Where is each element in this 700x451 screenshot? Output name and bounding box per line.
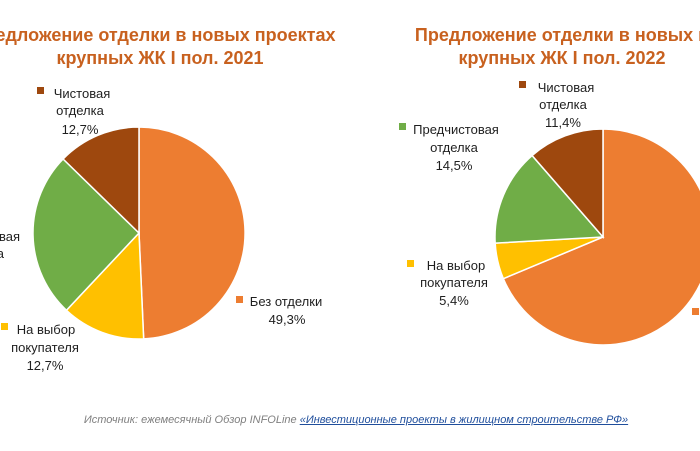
legend-marker-chistovaya-2021	[37, 87, 44, 94]
label-chistovaya-2022-line1: Чистовая	[538, 80, 595, 95]
label-na-vybor-2022-line2: покупателя	[420, 275, 488, 290]
label-chistovaya-2021-line1: Чистовая	[54, 86, 111, 101]
legend-marker-bez-otdelki-2022	[692, 308, 699, 315]
label-bez-otdelki-2021-name: Без отделки	[250, 294, 322, 309]
label-predchistovaya-2022-line2: отделка	[430, 140, 478, 155]
labels-2021: Чистовая отделка 12,7% товая а Без отдел…	[0, 86, 322, 373]
label-bez-otdelki-2021-value: 49,3%	[269, 312, 306, 327]
label-predchistovaya-2021-line2: а	[0, 246, 5, 261]
label-na-vybor-2021-value: 12,7%	[27, 358, 64, 373]
pie-2021-slice-1	[65, 231, 145, 340]
chart-title-2021-line1: редложение отделки в новых проектах	[0, 25, 336, 45]
pie-2021	[32, 126, 246, 340]
label-na-vybor-2022-line1: На выбор	[427, 258, 485, 273]
source-note: Источник: ежемесячный Обзор INFOLine «Ин…	[0, 414, 700, 426]
chart-title-2022-line2: крупных ЖК I пол. 2022	[458, 48, 666, 68]
label-chistovaya-2021-line2: отделка	[56, 103, 104, 118]
label-chistovaya-2022-line2: отделка	[539, 97, 587, 112]
label-predchistovaya-2022-value: 14,5%	[436, 158, 473, 173]
pie-2022-slice-3	[531, 128, 604, 240]
pie-2022-slice-2	[494, 154, 605, 244]
label-chistovaya-2022-value: 11,4%	[545, 115, 581, 130]
pie-2021-slice-0	[138, 126, 246, 340]
pie-2021-slice-3	[62, 126, 140, 235]
legend-marker-na-vybor-2022	[407, 260, 414, 267]
pie-2021-slice-2	[32, 157, 141, 312]
source-link[interactable]: «Инвестиционные проекты в жилищном строи…	[299, 414, 629, 426]
chart-title-2021: редложение отделки в новых проектах круп…	[0, 24, 370, 70]
legend-marker-bez-otdelki-2021	[236, 296, 243, 303]
label-predchistovaya-2021-line1: товая	[0, 229, 20, 244]
labels-2022: Чистовая отделка 11,4% Предчистовая отде…	[399, 80, 699, 315]
label-na-vybor-2021-line1: На выбор	[17, 322, 75, 337]
label-predchistovaya-2022-line1: Предчистовая	[413, 122, 499, 137]
label-na-vybor-2021-line2: покупателя	[11, 340, 79, 355]
legend-marker-na-vybor-2021	[1, 323, 8, 330]
label-na-vybor-2022-value: 5,4%	[439, 293, 469, 308]
legend-marker-chistovaya-2022	[519, 81, 526, 88]
legend-marker-predchistovaya-2022	[399, 123, 406, 130]
label-chistovaya-2021-value: 12,7%	[62, 122, 99, 137]
chart-title-2021-line2: крупных ЖК I пол. 2021	[56, 48, 264, 68]
chart-title-2022-line1: Предложение отделки в новых п	[414, 25, 700, 45]
pie-2022	[494, 128, 700, 346]
source-prefix: Источник: ежемесячный Обзор INFOLine	[83, 414, 300, 426]
pie-2022-slice-0	[502, 128, 700, 346]
chart-title-2022: Предложение отделки в новых п крупных ЖК…	[402, 24, 700, 70]
